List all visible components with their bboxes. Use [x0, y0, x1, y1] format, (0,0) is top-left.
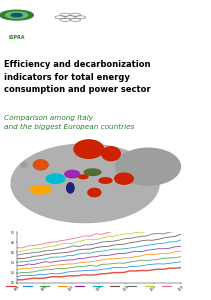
- Ellipse shape: [65, 170, 80, 178]
- Circle shape: [11, 14, 22, 17]
- Ellipse shape: [84, 169, 101, 175]
- Ellipse shape: [46, 174, 65, 183]
- Ellipse shape: [115, 173, 133, 184]
- Text: ISPRA: ISPRA: [8, 35, 25, 40]
- Ellipse shape: [31, 186, 51, 194]
- Text: Comparison among Italy
and the biggest European countries: Comparison among Italy and the biggest E…: [4, 115, 135, 130]
- Ellipse shape: [99, 178, 112, 183]
- Ellipse shape: [74, 140, 104, 158]
- Ellipse shape: [33, 160, 48, 170]
- Text: 346/2021: 346/2021: [11, 292, 47, 298]
- Text: Efficiency and decarbonization
indicators for total energy
consumption and power: Efficiency and decarbonization indicator…: [4, 60, 151, 94]
- Ellipse shape: [116, 148, 180, 185]
- Circle shape: [5, 12, 28, 18]
- Ellipse shape: [79, 175, 88, 179]
- Text: RAPPORTI: RAPPORTI: [192, 115, 204, 185]
- Ellipse shape: [88, 188, 101, 197]
- Ellipse shape: [21, 163, 27, 167]
- Ellipse shape: [11, 144, 159, 223]
- Ellipse shape: [102, 147, 120, 161]
- Circle shape: [0, 10, 33, 20]
- Ellipse shape: [67, 183, 74, 193]
